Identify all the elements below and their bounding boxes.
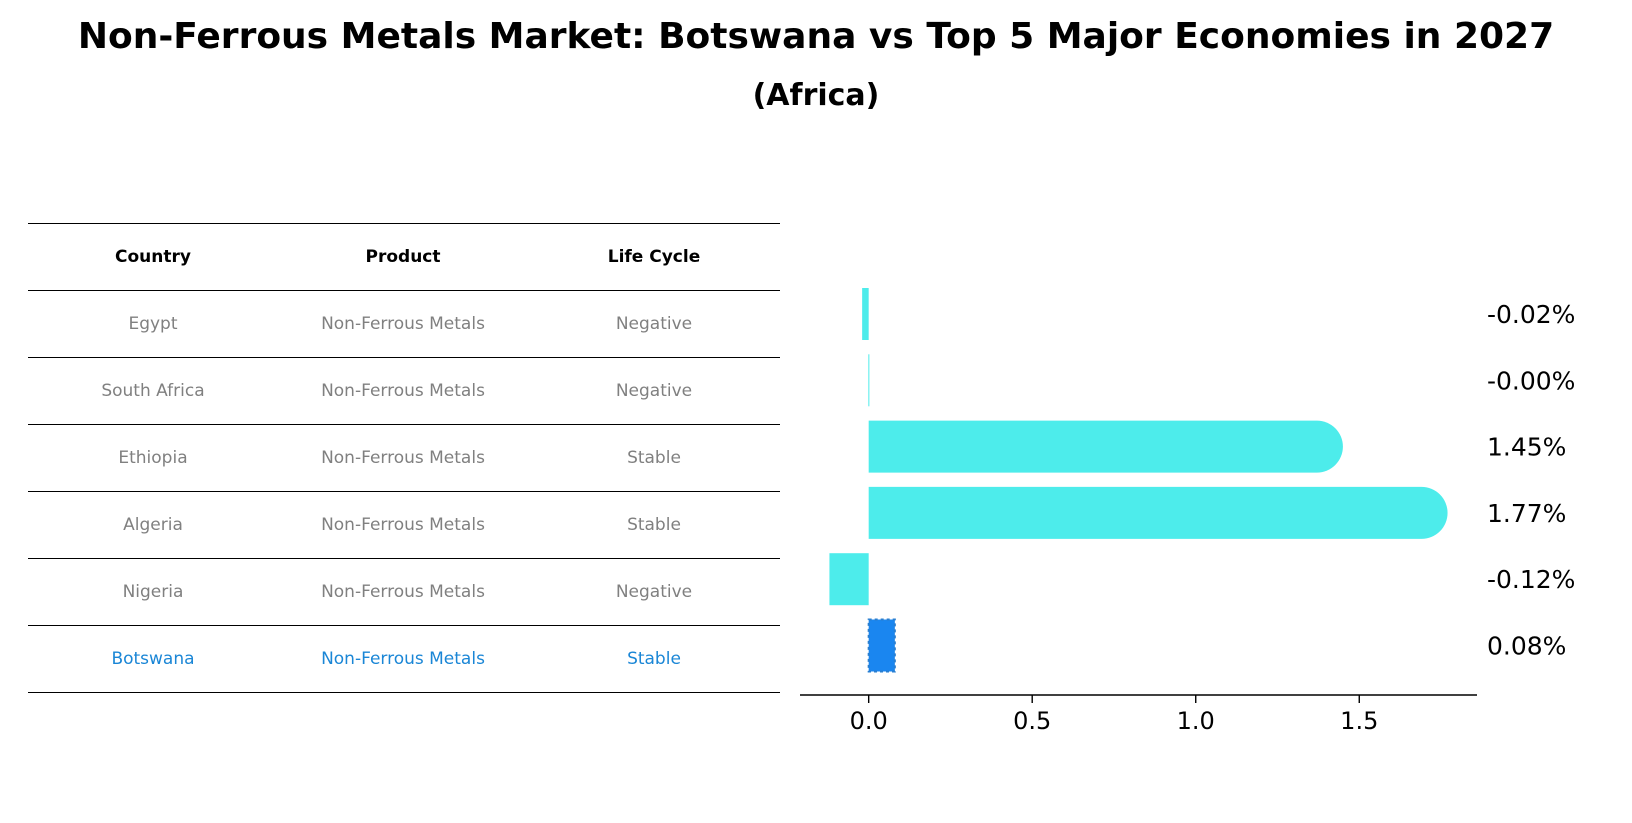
table-header-row: Country Product Life Cycle: [28, 223, 780, 291]
cell-product: Non-Ferrous Metals: [278, 491, 528, 559]
x-tick-label: 0.0: [850, 707, 888, 735]
bar: [829, 553, 869, 606]
cell-product: Non-Ferrous Metals: [278, 558, 528, 626]
value-label: -0.12%: [1487, 565, 1575, 594]
cell-country: Botswana: [28, 625, 278, 693]
cell-life-cycle: Stable: [528, 491, 780, 559]
cell-country: Ethiopia: [28, 424, 278, 492]
cell-country: Algeria: [28, 491, 278, 559]
country-table: Country Product Life Cycle Egypt Non-Fer…: [28, 223, 780, 693]
table-row: Algeria Non-Ferrous Metals Stable: [28, 491, 780, 559]
table-row: Nigeria Non-Ferrous Metals Negative: [28, 558, 780, 626]
cell-life-cycle: Stable: [528, 625, 780, 693]
bar: [862, 288, 869, 340]
header-life-cycle: Life Cycle: [528, 223, 780, 291]
x-tick-label: 1.5: [1340, 707, 1378, 735]
table-row: Ethiopia Non-Ferrous Metals Stable: [28, 424, 780, 492]
value-label: 1.77%: [1487, 499, 1566, 528]
table-row: South Africa Non-Ferrous Metals Negative: [28, 357, 780, 425]
bar: [868, 354, 870, 407]
bar: [868, 486, 1448, 539]
chart-subtitle: (Africa): [752, 78, 880, 113]
cell-country: Nigeria: [28, 558, 278, 626]
cell-life-cycle: Negative: [528, 290, 780, 358]
table-row-highlight: Botswana Non-Ferrous Metals Stable: [28, 625, 780, 693]
cell-country: Egypt: [28, 290, 278, 358]
x-tick-label: 0.5: [1013, 707, 1051, 735]
header-country: Country: [28, 223, 278, 291]
cell-product: Non-Ferrous Metals: [278, 424, 528, 492]
value-label: -0.02%: [1487, 300, 1575, 329]
cell-country: South Africa: [28, 357, 278, 425]
cell-product: Non-Ferrous Metals: [278, 290, 528, 358]
header-product: Product: [278, 223, 528, 291]
value-label: 0.08%: [1487, 632, 1566, 661]
value-label: 1.45%: [1487, 433, 1566, 462]
bar: [868, 420, 1343, 473]
cell-life-cycle: Negative: [528, 558, 780, 626]
x-tick-label: 1.0: [1177, 707, 1215, 735]
value-label: -0.00%: [1487, 366, 1575, 395]
chart-title: Non-Ferrous Metals Market: Botswana vs T…: [77, 16, 1555, 57]
cell-product: Non-Ferrous Metals: [278, 357, 528, 425]
bar-highlight: [867, 618, 896, 673]
cell-life-cycle: Stable: [528, 424, 780, 492]
table-row: Egypt Non-Ferrous Metals Negative: [28, 290, 780, 358]
cell-life-cycle: Negative: [528, 357, 780, 425]
cell-product: Non-Ferrous Metals: [278, 625, 528, 693]
